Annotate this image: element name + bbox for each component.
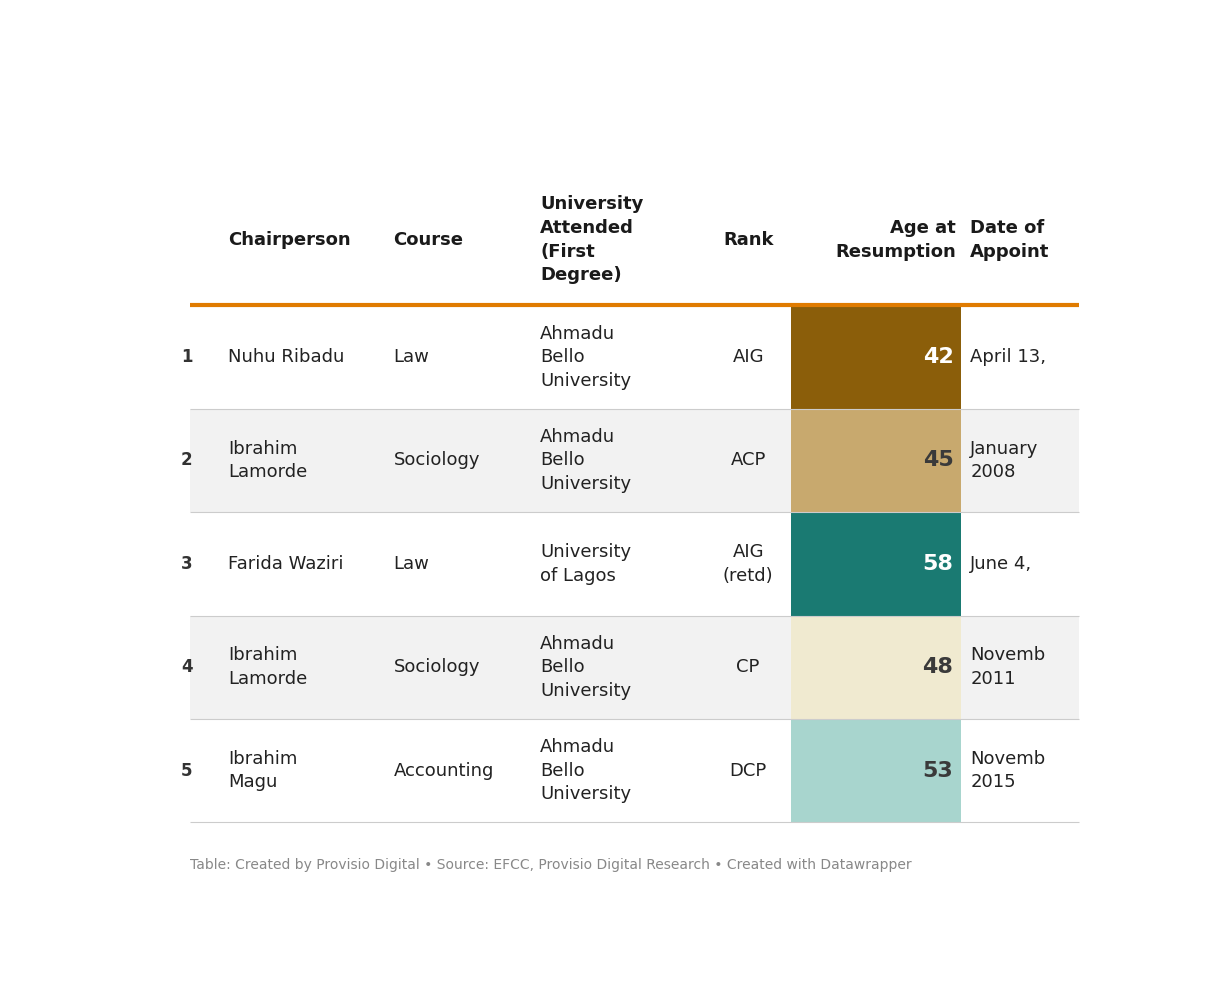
Text: CP: CP [737,658,760,676]
Text: University
of Lagos: University of Lagos [540,543,631,585]
Text: 3: 3 [181,555,193,573]
Text: ACP: ACP [731,452,766,470]
Bar [190,615,1078,719]
Text: Ibrahim
Lamorde: Ibrahim Lamorde [228,646,307,688]
Text: April 13,: April 13, [970,348,1047,366]
Text: Ibrahim
Magu: Ibrahim Magu [228,749,298,792]
Text: AIG: AIG [732,348,764,366]
Text: Chairperson: Chairperson [228,230,351,248]
Text: 1: 1 [181,348,193,366]
Bar [190,409,1078,512]
Bar [190,512,1078,615]
Text: Law: Law [394,348,429,366]
Text: University
Attended
(First
Degree): University Attended (First Degree) [540,195,643,285]
Text: DCP: DCP [730,762,767,780]
Text: Ahmadu
Bello
University: Ahmadu Bello University [540,634,631,699]
Text: Farida Waziri: Farida Waziri [228,555,344,573]
Text: Ahmadu
Bello
University: Ahmadu Bello University [540,428,631,493]
Text: Date of
Appoint: Date of Appoint [970,219,1049,261]
Bar [190,306,1078,409]
Text: Accounting: Accounting [394,762,494,780]
Text: 53: 53 [922,761,953,781]
Text: 48: 48 [922,657,953,677]
Bar [791,615,961,719]
Text: 58: 58 [922,554,953,574]
Bar [791,306,961,409]
Text: Ahmadu
Bello
University: Ahmadu Bello University [540,738,631,804]
Text: Table: Created by Provisio Digital • Source: EFCC, Provisio Digital Research • C: Table: Created by Provisio Digital • Sou… [190,859,911,873]
Text: June 4,: June 4, [970,555,1032,573]
Text: Ibrahim
Lamorde: Ibrahim Lamorde [228,440,307,481]
Text: Nuhu Ribadu: Nuhu Ribadu [228,348,344,366]
Text: 5: 5 [181,762,193,780]
Text: Novemb
2015: Novemb 2015 [970,749,1046,792]
Text: 2: 2 [181,452,193,470]
Text: Ahmadu
Bello
University: Ahmadu Bello University [540,325,631,390]
Text: 42: 42 [922,347,953,367]
Bar [791,409,961,512]
Text: Sociology: Sociology [394,452,481,470]
Text: 4: 4 [181,658,193,676]
Bar [190,719,1078,823]
Text: Novemb
2011: Novemb 2011 [970,646,1046,688]
Text: Rank: Rank [723,230,773,248]
Text: AIG
(retd): AIG (retd) [723,543,773,585]
Text: Course: Course [394,230,464,248]
Text: Age at
Resumption: Age at Resumption [836,219,956,261]
Text: Law: Law [394,555,429,573]
Text: January
2008: January 2008 [970,440,1038,481]
Text: Sociology: Sociology [394,658,481,676]
Bar [791,719,961,823]
Text: 45: 45 [922,451,953,471]
Bar [791,512,961,615]
